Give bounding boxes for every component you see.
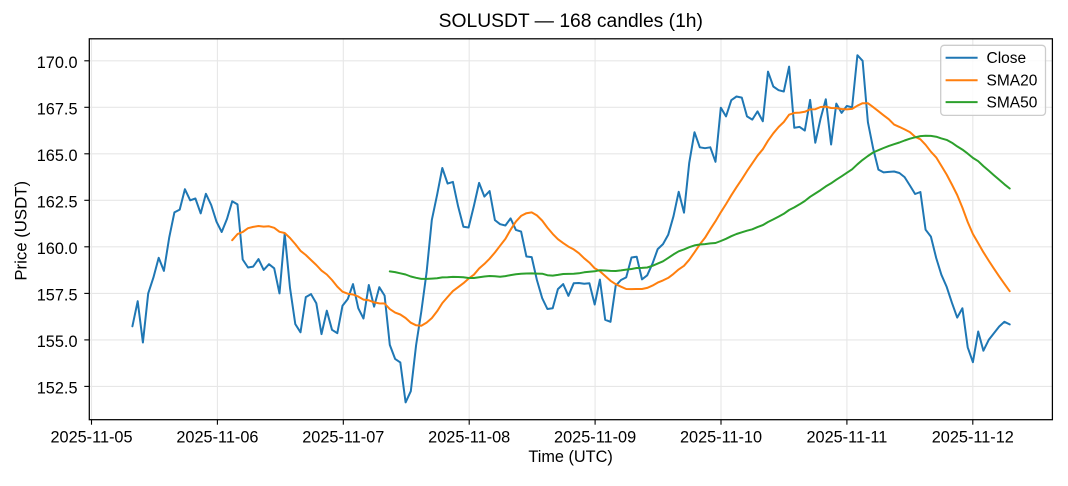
svg-text:2025-11-05: 2025-11-05 [50, 429, 132, 447]
svg-text:2025-11-08: 2025-11-08 [428, 429, 510, 447]
svg-text:155.0: 155.0 [37, 333, 78, 351]
svg-text:Price (USDT): Price (USDT) [12, 181, 31, 281]
svg-text:SOLUSDT — 168 candles (1h): SOLUSDT — 168 candles (1h) [439, 11, 703, 32]
svg-text:2025-11-07: 2025-11-07 [302, 429, 384, 447]
svg-text:2025-11-12: 2025-11-12 [932, 429, 1014, 447]
svg-text:SMA50: SMA50 [987, 94, 1038, 111]
svg-text:2025-11-09: 2025-11-09 [554, 429, 636, 447]
svg-text:2025-11-06: 2025-11-06 [176, 429, 258, 447]
svg-text:152.5: 152.5 [37, 379, 78, 397]
svg-text:2025-11-10: 2025-11-10 [680, 429, 762, 447]
svg-text:SMA20: SMA20 [987, 72, 1038, 89]
svg-text:Close: Close [987, 50, 1027, 67]
svg-text:157.5: 157.5 [37, 286, 78, 304]
svg-text:165.0: 165.0 [37, 147, 78, 165]
svg-text:170.0: 170.0 [37, 54, 78, 72]
svg-text:2025-11-11: 2025-11-11 [806, 429, 887, 447]
svg-text:167.5: 167.5 [37, 100, 78, 118]
svg-text:160.0: 160.0 [37, 240, 78, 258]
svg-text:Time (UTC): Time (UTC) [528, 448, 612, 466]
svg-text:162.5: 162.5 [37, 193, 78, 211]
